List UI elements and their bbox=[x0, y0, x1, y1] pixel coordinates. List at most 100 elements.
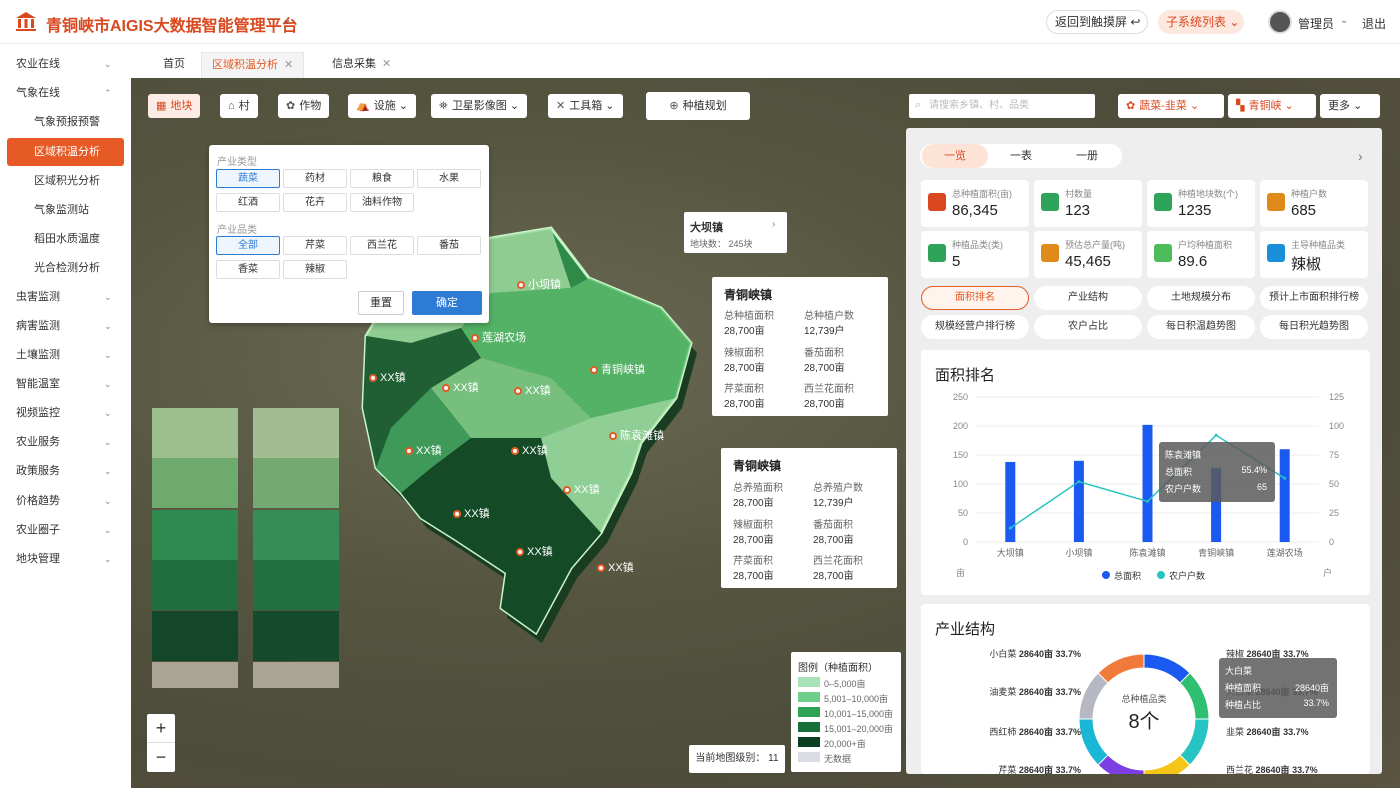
close-icon[interactable]: ✕ bbox=[284, 59, 294, 71]
sidebar-item-soil[interactable]: 土壤监测 ⌄ bbox=[0, 341, 131, 369]
line-point[interactable] bbox=[1077, 480, 1081, 484]
sidebar-item-photosynthesis[interactable]: 光合检测分析 bbox=[0, 254, 131, 282]
category-chip[interactable]: 香菜 bbox=[216, 260, 280, 279]
zoom-out-button[interactable]: − bbox=[155, 747, 167, 767]
reset-button[interactable]: 重置 bbox=[358, 291, 404, 315]
town-marker[interactable]: XX镇 bbox=[514, 382, 551, 398]
back-to-touchscreen-button[interactable]: 返回到触摸屏 ↩ bbox=[1046, 10, 1148, 34]
confirm-button[interactable]: 确定 bbox=[412, 291, 482, 315]
sidebar-item-circle[interactable]: 农业圈子 ⌄ bbox=[0, 516, 131, 544]
segment-table[interactable]: 一表 bbox=[1010, 150, 1032, 162]
close-icon[interactable]: ✕ bbox=[382, 58, 392, 70]
planting-plan-button[interactable]: ⊕ 种植规划 bbox=[646, 92, 750, 120]
layer-village-button[interactable]: ⌂ 村 bbox=[220, 94, 258, 118]
analysis-tab-pill[interactable]: 规模经营户排行榜 bbox=[921, 315, 1029, 339]
search-input[interactable]: 请搜索乡镇、村、品类 bbox=[909, 94, 1095, 118]
sidebar-item-area-heat[interactable]: 区域积温分析 bbox=[7, 138, 124, 166]
analysis-tab-pill[interactable]: 面积排名 bbox=[921, 286, 1029, 310]
sidebar-item-plot-mgmt[interactable]: 地块管理 ⌄ bbox=[0, 545, 131, 573]
category-chip[interactable]: 辣椒 bbox=[283, 260, 347, 279]
sidebar-item-greenhouse[interactable]: 智能温室 ⌄ bbox=[0, 370, 131, 398]
pie-slice[interactable] bbox=[1097, 653, 1145, 684]
category-chip[interactable]: 全部 bbox=[216, 236, 280, 255]
toolbox-select[interactable]: ✕ 工具箱 ⌄ bbox=[548, 94, 623, 118]
town-tooltip[interactable]: 大坝镇 › 地块数： 245块 bbox=[684, 212, 787, 253]
line-point[interactable] bbox=[1146, 499, 1149, 503]
sidebar-item-agri-online[interactable]: 农业在线 ⌄ bbox=[0, 50, 131, 78]
crop-filter-select[interactable]: ✿ 蔬菜-韭菜 ⌄ bbox=[1118, 94, 1224, 118]
analysis-tab-pill[interactable]: 每日积光趋势图 bbox=[1260, 315, 1368, 339]
segment-book[interactable]: 一册 bbox=[1076, 150, 1098, 162]
sidebar-item-weather-station[interactable]: 气象监测站 bbox=[0, 196, 131, 224]
zoom-in-button[interactable]: + bbox=[147, 714, 175, 743]
line-point[interactable] bbox=[1283, 476, 1287, 480]
type-chip[interactable]: 药材 bbox=[283, 169, 347, 188]
analysis-tab-pill[interactable]: 每日积温趋势图 bbox=[1147, 315, 1255, 339]
sidebar-item-paddy-water[interactable]: 稻田水质温度 bbox=[0, 225, 131, 253]
chevron-down-icon[interactable]: ⌄ bbox=[282, 12, 293, 26]
sidebar-item-video[interactable]: 视频监控 ⌄ bbox=[0, 399, 131, 427]
category-chip[interactable]: 芹菜 bbox=[283, 236, 347, 255]
bar[interactable] bbox=[1005, 461, 1016, 542]
satellite-map[interactable]: 小坝镇 莲湖农场 XX镇 XX镇 XX镇 青铜峡镇 XX镇 XX镇 陈袁滩镇 X… bbox=[131, 78, 1400, 788]
chevron-down-icon[interactable]: ⌄ bbox=[1340, 15, 1349, 26]
bar[interactable] bbox=[1211, 467, 1222, 542]
layer-plot-button[interactable]: ▦ 地块 bbox=[148, 94, 201, 118]
region-map[interactable] bbox=[131, 78, 1400, 788]
chevron-right-icon[interactable]: › bbox=[1358, 148, 1363, 164]
tab-info-collect[interactable]: 信息采集 ✕ bbox=[322, 52, 401, 78]
district-zone[interactable] bbox=[431, 358, 591, 438]
logout-link[interactable]: 退出 bbox=[1362, 17, 1387, 31]
town-marker[interactable]: XX镇 bbox=[442, 379, 479, 395]
town-marker[interactable]: XX镇 bbox=[516, 543, 553, 559]
more-select[interactable]: 更多 ⌄ bbox=[1320, 94, 1380, 118]
region-filter-select[interactable]: ▚ 青铜峡 ⌄ bbox=[1228, 94, 1316, 118]
segment-overview[interactable]: 一览 bbox=[922, 144, 988, 168]
town-marker[interactable]: 莲湖农场 bbox=[471, 329, 526, 345]
type-chip[interactable]: 油料作物 bbox=[350, 193, 414, 212]
industry-structure-chart[interactable]: 总种植品类 8个 bbox=[921, 604, 1370, 774]
type-chip[interactable]: 蔬菜 bbox=[216, 169, 280, 188]
subsystem-list-button[interactable]: 子系统列表 ⌄ bbox=[1158, 10, 1244, 34]
district-zone[interactable] bbox=[401, 438, 601, 633]
sidebar-item-agri-service[interactable]: 农业服务 ⌄ bbox=[0, 428, 131, 456]
sidebar-item-weather-forecast[interactable]: 气象预报预警 bbox=[0, 108, 131, 136]
sidebar-item-pest[interactable]: 虫害监测 ⌄ bbox=[0, 283, 131, 311]
bar[interactable] bbox=[1073, 460, 1084, 542]
sidebar-item-weather-online[interactable]: 气象在线 ⌃ bbox=[0, 79, 131, 107]
analysis-tab-pill[interactable]: 产业结构 bbox=[1034, 286, 1142, 310]
town-marker[interactable]: XX镇 bbox=[597, 559, 634, 575]
sidebar-item-area-light[interactable]: 区域积光分析 bbox=[0, 167, 131, 195]
district-zone[interactable] bbox=[541, 398, 676, 533]
tab-area-heat[interactable]: 区域积温分析 ✕ bbox=[201, 52, 305, 78]
town-marker[interactable]: XX镇 bbox=[563, 481, 600, 497]
district-zone[interactable] bbox=[461, 278, 691, 418]
sidebar-item-disease[interactable]: 病害监测 ⌄ bbox=[0, 312, 131, 340]
town-marker[interactable]: 陈袁滩镇 bbox=[609, 427, 664, 443]
user-name[interactable]: 管理员 bbox=[1298, 17, 1335, 31]
district-zone[interactable] bbox=[376, 388, 471, 493]
category-chip[interactable]: 西兰花 bbox=[350, 236, 414, 255]
sidebar-item-policy[interactable]: 政策服务 ⌄ bbox=[0, 457, 131, 485]
tab-home[interactable]: 首页 bbox=[153, 52, 195, 78]
town-marker[interactable]: 小坝镇 bbox=[517, 276, 561, 292]
town-marker[interactable]: XX镇 bbox=[405, 442, 442, 458]
analysis-tab-pill[interactable]: 土地规模分布 bbox=[1147, 286, 1255, 310]
analysis-tab-pill[interactable]: 预计上市面积排行榜 bbox=[1260, 286, 1368, 310]
pie-slice[interactable] bbox=[1143, 754, 1191, 774]
town-marker[interactable]: XX镇 bbox=[511, 442, 548, 458]
sidebar-item-price[interactable]: 价格趋势 ⌄ bbox=[0, 487, 131, 515]
line-point[interactable] bbox=[1214, 433, 1218, 437]
town-marker[interactable]: XX镇 bbox=[369, 369, 406, 385]
district-zone[interactable] bbox=[363, 328, 481, 468]
analysis-tab-pill[interactable]: 农户占比 bbox=[1034, 315, 1142, 339]
type-chip[interactable]: 花卉 bbox=[283, 193, 347, 212]
layer-crop-button[interactable]: ✿ 作物 bbox=[278, 94, 330, 118]
avatar[interactable] bbox=[1268, 10, 1292, 34]
satellite-select[interactable]: ⛯ 卫星影像图 ⌄ bbox=[431, 94, 528, 118]
bar[interactable] bbox=[1142, 424, 1153, 542]
type-chip[interactable]: 粮食 bbox=[350, 169, 414, 188]
bar[interactable] bbox=[1279, 449, 1290, 542]
layer-facility-button[interactable]: ⛺ 设施 ⌄ bbox=[348, 94, 416, 118]
